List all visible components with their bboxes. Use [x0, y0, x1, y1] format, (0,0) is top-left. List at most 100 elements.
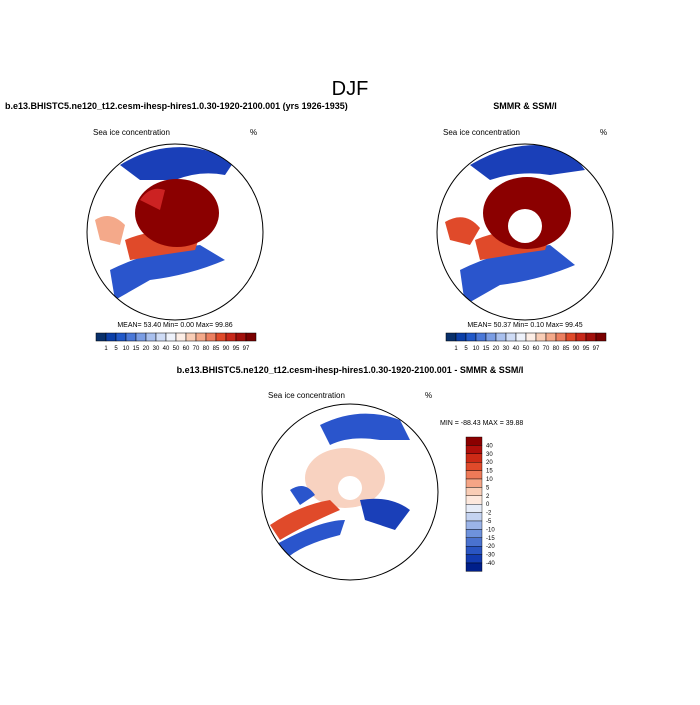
- colorbar-swatch: [485, 332, 497, 342]
- colorbar-label: 50: [173, 346, 180, 352]
- colorbar-swatch: [465, 504, 483, 513]
- colorbar-swatch: [465, 495, 483, 505]
- colorbar-swatch: [465, 554, 483, 564]
- unit-label: %: [600, 128, 607, 137]
- colorbar-swatch: [465, 546, 483, 555]
- colorbar-label: 5: [114, 346, 118, 352]
- colorbar-label: 80: [203, 346, 210, 352]
- colorbar: 1 5 10 15 20 30 40 50 60 70 80 85 90 95 97: [445, 332, 607, 352]
- colorbar-swatch: [595, 332, 607, 342]
- colorbar-label: 97: [593, 346, 600, 352]
- colorbar-swatch: [135, 332, 147, 342]
- colorbar-swatch: [515, 332, 527, 342]
- colorbar-swatch: [125, 332, 137, 342]
- variable-label: Sea ice concentration: [93, 128, 170, 137]
- colorbar-label: 70: [193, 346, 200, 352]
- polar-map: [86, 143, 264, 321]
- colorbar-label: 50: [523, 346, 530, 352]
- stats: MIN = -88.43 MAX = 39.88: [440, 420, 523, 427]
- colorbar-swatch: [155, 332, 167, 342]
- colorbar-swatch: [585, 332, 597, 342]
- colorbar-label: 30: [486, 452, 493, 458]
- colorbar-swatch: [215, 332, 227, 342]
- colorbar-swatch: [205, 332, 217, 342]
- variable-label: Sea ice concentration: [268, 391, 345, 400]
- colorbar-swatch: [465, 436, 483, 446]
- colorbar-swatch: [495, 332, 507, 342]
- colorbar-swatch: [505, 332, 517, 342]
- panel-title: b.e13.BHISTC5.ne120_t12.cesm-ihesp-hires…: [5, 101, 348, 111]
- colorbar-swatch: [465, 520, 483, 530]
- colorbar-label: 85: [563, 346, 570, 352]
- stats: MEAN= 53.40 Min= 0.00 Max= 99.86: [117, 322, 232, 329]
- colorbar-swatch: [445, 332, 457, 342]
- colorbar-label: 80: [553, 346, 560, 352]
- colorbar-swatch: [545, 332, 557, 342]
- colorbar-label: 10: [123, 346, 130, 352]
- colorbar-swatch: [195, 332, 207, 342]
- colorbar-swatch: [115, 332, 127, 342]
- colorbar-label: 60: [183, 346, 190, 352]
- colorbar-label: 5: [486, 485, 490, 491]
- colorbar-label: 5: [464, 346, 468, 352]
- colorbar-swatch: [175, 332, 187, 342]
- colorbar-label: 1: [454, 346, 458, 352]
- colorbar-label: 90: [573, 346, 580, 352]
- colorbar-swatch: [465, 453, 483, 463]
- colorbar-label: 40: [486, 443, 493, 449]
- colorbar-swatch: [245, 332, 257, 342]
- unit-label: %: [425, 391, 432, 400]
- colorbar-label: 15: [483, 346, 490, 352]
- panel-title: b.e13.BHISTC5.ne120_t12.cesm-ihesp-hires…: [177, 365, 524, 375]
- colorbar-label: 40: [513, 346, 520, 352]
- colorbar-swatch: [465, 470, 483, 480]
- colorbar-swatch: [465, 512, 483, 522]
- colorbar-swatch: [465, 487, 483, 496]
- colorbar-label: 95: [233, 346, 240, 352]
- colorbar-label: -2: [486, 511, 492, 517]
- colorbar-label: -20: [486, 544, 495, 550]
- colorbar-label: -30: [486, 553, 495, 559]
- colorbar-swatch: [565, 332, 577, 342]
- colorbar-label: 95: [583, 346, 590, 352]
- colorbar-label: 70: [543, 346, 550, 352]
- colorbar-label: 2: [486, 494, 490, 500]
- colorbar-swatch: [455, 332, 467, 342]
- variable-label: Sea ice concentration: [443, 128, 520, 137]
- colorbar-swatch: [165, 332, 177, 342]
- colorbar: 1 5 10 15 20 30 40 50 60 70 80 85 90 95 97: [95, 332, 257, 352]
- stats: MEAN= 50.37 Min= 0.10 Max= 99.45: [467, 322, 582, 329]
- colorbar-swatch: [105, 332, 117, 342]
- colorbar-label: 15: [133, 346, 140, 352]
- colorbar-label: 30: [503, 346, 510, 352]
- colorbar-label: 15: [486, 469, 493, 475]
- colorbar-swatch: [535, 332, 547, 342]
- colorbar-swatch: [465, 537, 483, 547]
- colorbar-label: 97: [243, 346, 250, 352]
- colorbar-label: 10: [486, 477, 493, 483]
- colorbar-label: -40: [486, 561, 495, 567]
- colorbar-swatch: [555, 332, 567, 342]
- colorbar-label: -10: [486, 527, 495, 533]
- colorbar-label: -15: [486, 536, 495, 542]
- colorbar-swatch: [465, 478, 483, 488]
- colorbar-swatch: [235, 332, 247, 342]
- colorbar-swatch: [465, 445, 483, 454]
- figure-title: DJF: [332, 78, 369, 100]
- colorbar-swatch: [475, 332, 487, 342]
- colorbar-swatch: [225, 332, 237, 342]
- colorbar-swatch: [465, 562, 483, 572]
- colorbar-swatch: [465, 332, 477, 342]
- unit-label: %: [250, 128, 257, 137]
- colorbar-label: -5: [486, 519, 492, 525]
- colorbar-label: 90: [223, 346, 230, 352]
- colorbar-swatch: [145, 332, 157, 342]
- colorbar-label: 20: [493, 346, 500, 352]
- colorbar-swatch: [575, 332, 587, 342]
- colorbar-swatch: [185, 332, 197, 342]
- colorbar-label: 20: [143, 346, 150, 352]
- polar-map: [436, 143, 614, 321]
- colorbar-label: 60: [533, 346, 540, 352]
